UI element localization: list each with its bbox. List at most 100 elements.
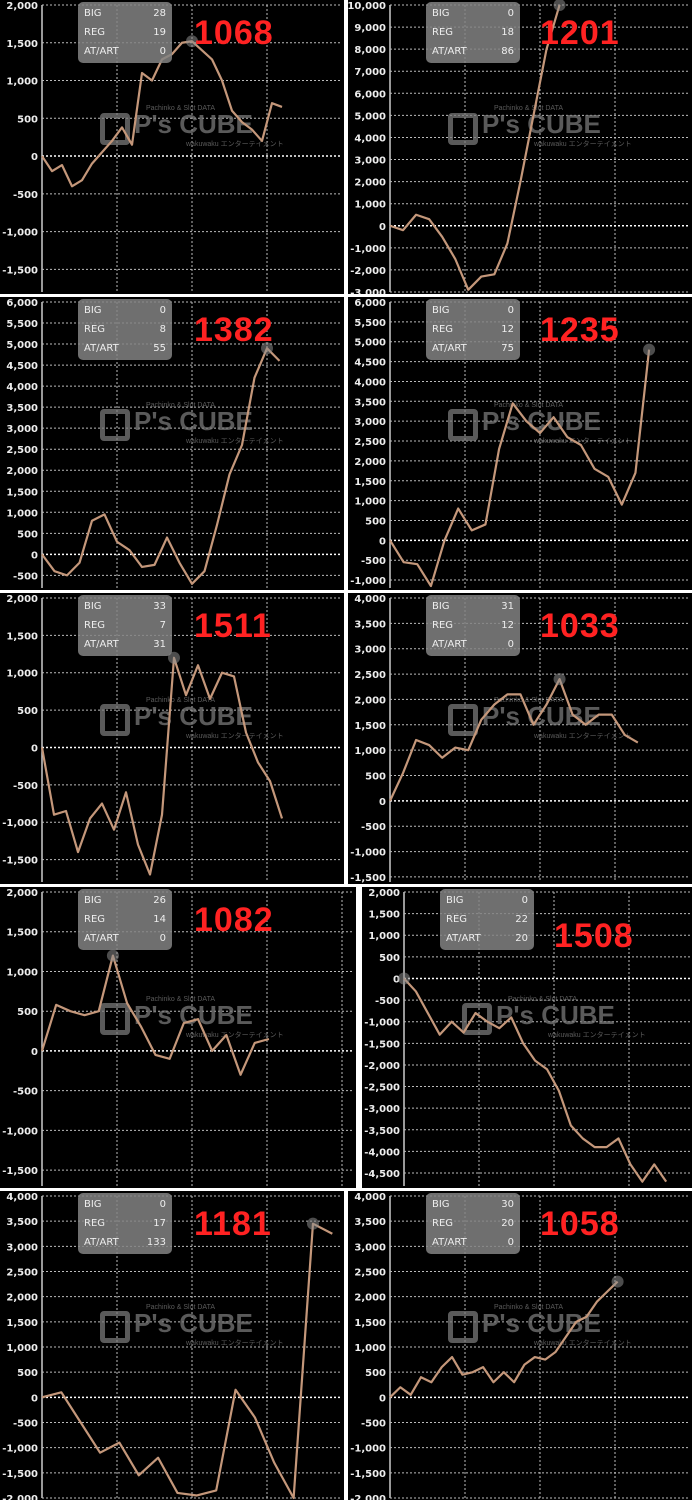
stats-value: 0 bbox=[507, 639, 514, 650]
stats-value: 55 bbox=[153, 343, 166, 354]
stats-label: REG bbox=[432, 324, 454, 335]
y-tick-label: 3,000 bbox=[354, 645, 386, 656]
y-tick-label: 3,000 bbox=[354, 1242, 386, 1253]
series-layer bbox=[41, 1217, 333, 1500]
stats-label: BIG bbox=[84, 305, 102, 316]
peak-marker bbox=[643, 343, 656, 356]
watermark-subtext-2: wakuwaku エンターテイメント bbox=[186, 732, 284, 740]
watermark-logo: P's CUBE Pachinko & Slot DATA wakuwaku エンタ… bbox=[100, 697, 284, 740]
y-tick-label: 2,000 bbox=[354, 695, 386, 706]
chart-svg: -1,500 -1,000 -500 0 500 1,000 1,500 2,000 bbox=[2, 888, 354, 1186]
stats-row-at: AT/ART 0 bbox=[84, 929, 166, 948]
y-tick-label: 500 bbox=[17, 114, 38, 125]
stats-label: BIG bbox=[432, 8, 450, 19]
watermark-text: P's CUBE bbox=[482, 700, 601, 731]
y-tick-label: 1,500 bbox=[6, 928, 38, 939]
y-tick-label: 1,500 bbox=[354, 1318, 386, 1329]
watermark-subtext: Pachinko & Slot DATA bbox=[494, 105, 563, 112]
y-tick-label: 0 bbox=[379, 536, 386, 547]
watermark-text: P's CUBE bbox=[134, 999, 253, 1030]
y-tick-label: 0 bbox=[379, 222, 386, 233]
stats-row-reg: REG 18 bbox=[432, 23, 514, 42]
stats-row-at: AT/ART 0 bbox=[432, 1233, 514, 1252]
stats-label: BIG bbox=[432, 601, 450, 612]
machine-number: 1201 bbox=[540, 14, 620, 52]
y-tick-label: -2,000 bbox=[350, 1494, 386, 1500]
machine-number: 1033 bbox=[540, 607, 620, 645]
stats-label: BIG bbox=[84, 8, 102, 19]
machine-number: 1082 bbox=[194, 901, 274, 939]
stats-box: BIG 0 REG 17 AT/ART 133 bbox=[78, 1193, 172, 1254]
series-layer bbox=[389, 1275, 624, 1399]
y-tick-label: -1,500 bbox=[350, 873, 386, 884]
stats-label: AT/ART bbox=[84, 639, 119, 650]
y-tick-label: -1,000 bbox=[350, 848, 386, 859]
series-line bbox=[41, 1222, 333, 1500]
cube-logo-icon bbox=[462, 1003, 492, 1036]
cube-logo-icon bbox=[100, 409, 130, 442]
series-layer bbox=[389, 343, 656, 588]
stats-row-reg: REG 8 bbox=[84, 320, 166, 339]
stats-box: BIG 0 REG 18 AT/ART 86 bbox=[426, 2, 520, 63]
watermark-text: P's CUBE bbox=[482, 109, 601, 139]
y-tick-label: 500 bbox=[365, 772, 386, 783]
y-tick-label: 500 bbox=[17, 1368, 38, 1379]
y-tick-label: 3,500 bbox=[6, 403, 38, 414]
stats-value: 0 bbox=[159, 305, 166, 316]
stats-value: 17 bbox=[153, 1218, 166, 1229]
y-tick-label: -2,000 bbox=[350, 266, 386, 277]
series-line bbox=[40, 656, 284, 876]
y-tick-label: 3,500 bbox=[354, 397, 386, 408]
y-tick-label: 1,000 bbox=[6, 669, 38, 680]
y-tick-label: 5,000 bbox=[354, 111, 386, 122]
chart-svg: -1,500 -1,000 -500 0 500 1,000 1,500 2,000 bbox=[2, 594, 342, 882]
y-tick-label: 5,000 bbox=[354, 338, 386, 349]
stats-value: 18 bbox=[501, 27, 514, 38]
y-tick-label: 2,000 bbox=[6, 466, 38, 477]
stats-row-reg: REG 12 bbox=[432, 320, 514, 339]
watermark-subtext: Pachinko & Slot DATA bbox=[494, 696, 563, 704]
stats-label: BIG bbox=[446, 895, 464, 906]
stats-row-reg: REG 12 bbox=[432, 616, 514, 635]
y-tick-label: 6,000 bbox=[6, 298, 38, 309]
stats-box: BIG 26 REG 14 AT/ART 0 bbox=[78, 889, 172, 950]
series-line bbox=[389, 678, 639, 802]
y-tick-label: 1,000 bbox=[368, 931, 400, 942]
peak-marker bbox=[306, 1217, 319, 1230]
stats-label: REG bbox=[84, 914, 106, 925]
y-tick-label: -1,500 bbox=[2, 1166, 38, 1177]
watermark-subtext: Pachinko & Slot DATA bbox=[146, 696, 215, 704]
stats-label: BIG bbox=[84, 895, 102, 906]
y-tick-label: 0 bbox=[31, 550, 38, 561]
series-line bbox=[403, 977, 668, 1183]
stats-value: 0 bbox=[507, 1237, 514, 1248]
y-tick-label: -500 bbox=[361, 556, 386, 567]
y-tick-label: -3,000 bbox=[350, 288, 386, 294]
cube-logo-icon bbox=[100, 704, 130, 737]
y-tick-label: -1,000 bbox=[2, 228, 38, 239]
chart-svg: -500 0 500 1,000 1,500 2,000 2,500 3,000 3,500 4,… bbox=[6, 298, 342, 588]
y-tick-label: 0 bbox=[379, 797, 386, 808]
y-tick-label: 500 bbox=[17, 529, 38, 540]
stats-label: REG bbox=[84, 1218, 106, 1229]
y-tick-label: 1,000 bbox=[354, 1343, 386, 1354]
watermark-subtext: Pachinko & Slot DATA bbox=[146, 105, 215, 112]
y-tick-label: 500 bbox=[17, 706, 38, 717]
series-layer bbox=[40, 651, 284, 876]
stats-label: REG bbox=[446, 914, 468, 925]
peak-marker bbox=[611, 1275, 624, 1288]
y-tick-label: 1,500 bbox=[6, 487, 38, 498]
stats-row-big: BIG 31 bbox=[432, 597, 514, 616]
y-tick-label: 2,000 bbox=[6, 1, 38, 12]
y-tick-label: 500 bbox=[365, 1368, 386, 1379]
stats-row-big: BIG 28 bbox=[84, 4, 166, 23]
watermark-subtext: Pachinko & Slot DATA bbox=[494, 1303, 563, 1311]
stats-row-at: AT/ART 31 bbox=[84, 635, 166, 654]
y-tick-label: -3,500 bbox=[364, 1126, 400, 1137]
stats-row-reg: REG 14 bbox=[84, 910, 166, 929]
y-tick-label: 5,500 bbox=[6, 319, 38, 330]
watermark-text: P's CUBE bbox=[482, 1307, 601, 1338]
chart-svg: -1,000 -500 0 500 1,000 1,500 2,000 2,500 3,000 3… bbox=[350, 298, 690, 588]
chart-panel-1082: -1,500 -1,000 -500 0 500 1,000 1,500 2,000 P's C… bbox=[0, 887, 356, 1188]
cube-logo-icon bbox=[448, 112, 478, 145]
